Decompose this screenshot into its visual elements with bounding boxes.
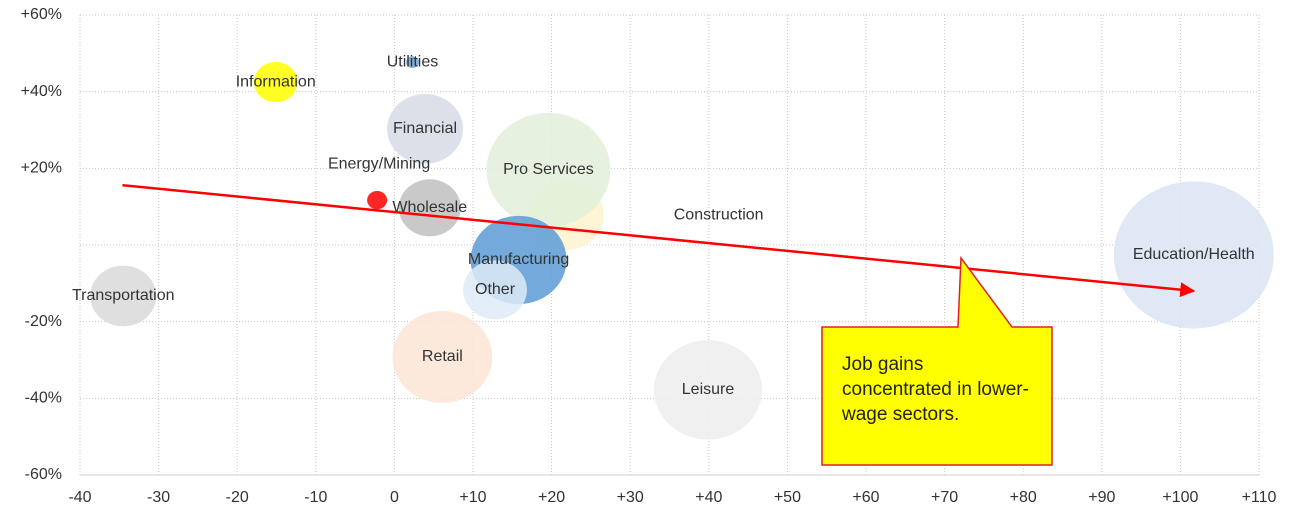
bubble	[90, 265, 157, 327]
bubble-label: Other	[475, 281, 516, 298]
x-tick-label: +10	[459, 489, 486, 506]
bubble	[406, 56, 419, 68]
bubble-label: Pro Services	[503, 161, 594, 178]
grid: -40 -30 -20 -10 0 +10 +20 +30 +40 +50 +60 +70 +80 +90…	[21, 6, 1277, 506]
x-tick-label: +50	[774, 489, 801, 506]
bubble	[486, 112, 611, 227]
bubble-label: Leisure	[682, 381, 735, 398]
x-tick-label: -30	[147, 489, 170, 506]
x-tick-label: -40	[68, 489, 91, 506]
bubble	[1113, 181, 1274, 329]
bubble	[392, 310, 493, 403]
y-tick-label: +40%	[21, 83, 62, 100]
y-tick-label: +60%	[21, 6, 62, 23]
trend	[122, 183, 1196, 298]
x-tick-label: +100	[1162, 489, 1198, 506]
bubble-label: Education/Health	[1133, 246, 1255, 263]
bubble-label: Energy/Mining	[328, 155, 430, 172]
bubble-label: Information	[236, 73, 316, 90]
bubble-label: Transportation	[72, 287, 175, 304]
bubble-label: Construction	[674, 206, 764, 223]
x-tick-label: +90	[1088, 489, 1115, 506]
callout-box	[821, 255, 1053, 466]
bubble	[367, 190, 388, 210]
y-tick-label: -60%	[25, 466, 62, 483]
bubble	[398, 179, 461, 237]
x-tick-label: 0	[390, 489, 399, 506]
bubble-label: Financial	[393, 120, 457, 137]
x-tick-label: +40	[695, 489, 722, 506]
annotation: Job gains concentrated in lower-wage sec…	[842, 354, 1029, 425]
y-tick-label: +20%	[21, 160, 62, 177]
bubble	[653, 340, 763, 440]
bubbles	[90, 56, 1274, 440]
x-tick-label: +110	[1242, 489, 1277, 506]
x-tick-label: +20	[538, 489, 565, 506]
trend-line	[122, 183, 1196, 298]
x-tick-label: +60	[852, 489, 879, 506]
bubble-label: Utilities	[387, 53, 439, 70]
bubble-label: Manufacturing	[468, 251, 569, 268]
bubble-label: Wholesale	[392, 199, 467, 216]
bubble	[253, 61, 298, 103]
y-tick-label: -40%	[25, 390, 62, 407]
x-tick-label: -10	[304, 489, 327, 506]
x-tick-label: +30	[617, 489, 644, 506]
bubble	[463, 260, 527, 320]
labels: Transportation Information Utilities Financ…	[72, 53, 1255, 398]
bubble-label: Retail	[422, 348, 463, 365]
bubble	[387, 93, 464, 164]
y-tick-label: -20%	[25, 313, 62, 330]
x-tick-label: +80	[1010, 489, 1037, 506]
x-tick-label: -20	[226, 489, 249, 506]
x-tick-label: +70	[931, 489, 958, 506]
